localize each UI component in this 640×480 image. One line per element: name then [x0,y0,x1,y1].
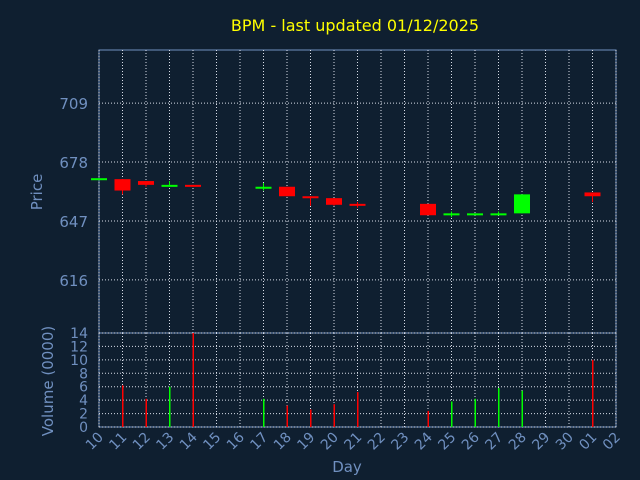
day-tick-label: 19 [294,430,318,454]
volume-axis-label: Volume (0000) [39,326,57,436]
day-tick-label: 27 [482,430,506,454]
volume-tick-label: 10 [70,353,88,369]
candle-body [138,181,154,185]
price-tick-label: 678 [59,154,88,172]
candle-body [279,186,295,197]
price-panel: 616 647 678 709 Price [28,49,617,334]
price-tick-label: 616 [59,272,88,290]
volume-tick-label: 4 [79,393,88,409]
candle-body [185,184,201,187]
volume-bar [145,398,147,427]
volume-bar [286,405,288,427]
candle-body [490,213,507,216]
volume-bar [592,359,594,427]
candle-body [161,184,178,187]
day-tick-label: 17 [247,430,271,454]
candle-body [420,203,436,216]
volume-bar [521,390,523,427]
candle-body [302,196,319,199]
price-gridlines [98,50,617,333]
day-tick-label: 22 [365,430,389,454]
x-axis-label: Day [332,458,362,476]
chart-title: BPM - last updated 01/12/2025 [231,16,479,35]
volume-bar [357,392,359,427]
candle-body [443,213,460,216]
volume-bar-series [122,333,594,427]
candle-body [114,179,131,191]
volume-tick-label: 8 [79,366,88,382]
volume-tick-label: 0 [79,420,88,436]
price-tick-label: 709 [59,95,88,113]
volume-bar [310,409,312,427]
volume-tick-label: 14 [70,326,88,342]
day-tick-label: 28 [506,430,530,454]
day-tick-label: 12 [130,430,154,454]
volume-bar [427,410,429,427]
day-tick-label: 02 [600,430,624,454]
day-tick-label: 23 [388,430,412,454]
day-tick-label: 15 [200,430,224,454]
day-tick-label: 25 [435,430,459,454]
day-tick-label: 26 [459,429,483,453]
day-tick-label: 29 [529,430,553,454]
candle-body [514,194,530,214]
volume-tick-label: 2 [79,407,88,423]
candlestick-series [91,178,601,218]
candle-body [467,213,483,216]
day-tick-label: 11 [106,430,130,454]
day-tick-label: 01 [576,430,600,454]
volume-bar [263,398,265,427]
day-tick-label: 30 [553,430,577,454]
price-tick-label: 647 [59,213,88,231]
day-tick-label: 24 [412,429,436,453]
volume-bar [333,404,335,427]
day-tick-label: 21 [341,430,365,454]
candle-body [584,192,601,197]
volume-bar [169,386,171,427]
candle-body [255,186,272,189]
volume-tick-label: 6 [79,380,88,396]
day-tick-label: 13 [153,430,177,454]
candle-body [91,178,107,181]
candle-body [349,203,366,206]
price-axis-label: Price [28,174,46,211]
volume-bar [451,401,453,427]
day-tick-label: 14 [177,429,201,453]
volume-tick-label: 12 [70,339,88,355]
price-tick-labels: 616 647 678 709 [59,95,88,290]
day-tick-label: 18 [271,430,295,454]
day-tick-label: 16 [224,429,248,453]
volume-bar [192,333,194,427]
volume-bar [498,388,500,427]
candle-body [326,198,342,205]
day-tick-label: 20 [318,430,342,454]
volume-bar [474,398,476,427]
volume-bar [122,385,124,427]
day-tick-labels: 10 11 12 13 14 15 16 17 18 19 20 21 22 23 24 25 26 27 28 29… [83,429,624,453]
